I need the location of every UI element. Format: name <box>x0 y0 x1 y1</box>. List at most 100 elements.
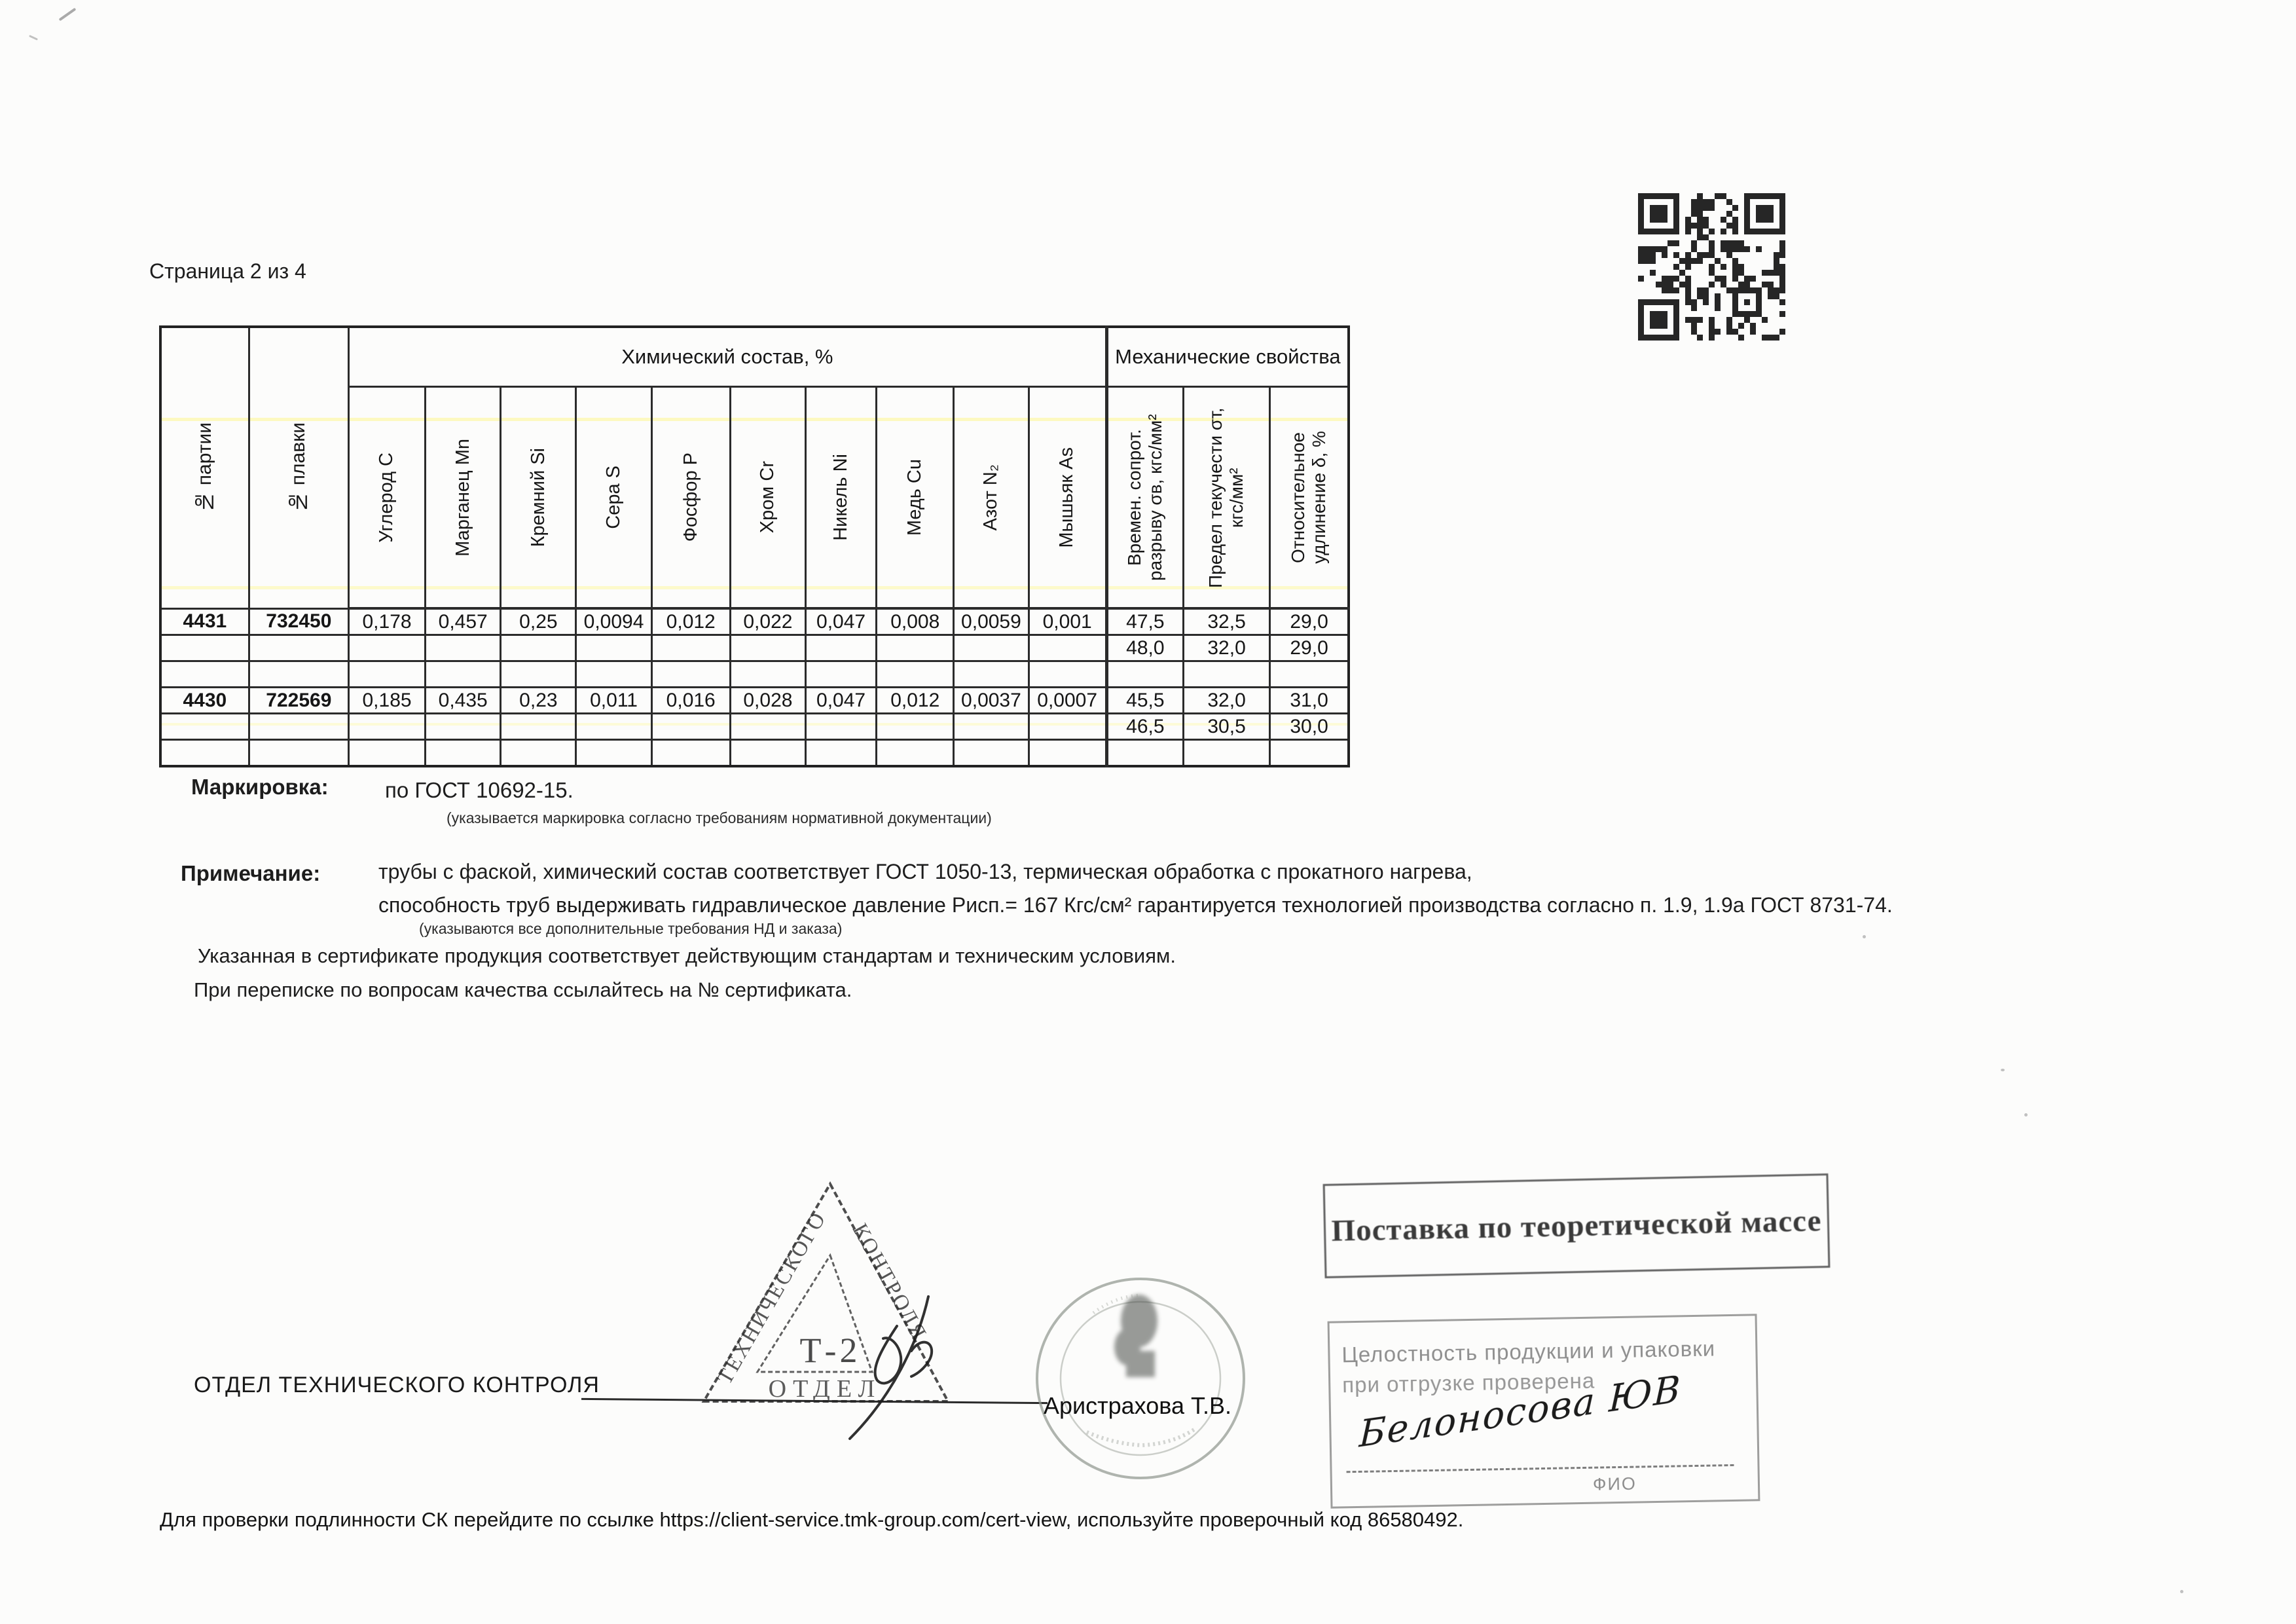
table-cell <box>953 712 1030 741</box>
otk-department-label: ОТДЕЛ ТЕХНИЧЕСКОГО КОНТРОЛЯ <box>194 1373 600 1397</box>
table-cell <box>804 739 878 767</box>
scan-speck <box>2001 1069 2005 1071</box>
table-cell: 0,457 <box>424 607 502 636</box>
table-cell: 48,0 <box>1104 634 1184 662</box>
table-cell <box>1182 660 1271 688</box>
chemical-mechanical-table: № партии № плавки Химический состав, % М… <box>159 325 1350 767</box>
table-cell: 0,008 <box>875 607 955 636</box>
table-cell: 32,0 <box>1182 634 1271 662</box>
table-cell <box>729 634 807 662</box>
table-cell: 29,0 <box>1269 607 1350 636</box>
group-header-mechanical: Механические свойства <box>1104 325 1350 388</box>
table-cell: 32,0 <box>1182 686 1271 714</box>
note-caption: (указываются все дополнительные требован… <box>419 920 843 937</box>
table-cell: 722569 <box>247 686 350 714</box>
table-row: 48,0 32,0 29,0 <box>159 634 1350 662</box>
table-cell <box>247 660 350 688</box>
col-header-carbon: Углерод С <box>347 386 427 610</box>
table-cell: 0,016 <box>650 686 731 714</box>
table-cell <box>650 660 731 688</box>
table-cell: 0,0037 <box>953 686 1030 714</box>
table-cell <box>729 739 807 767</box>
table-cell: 4431 <box>159 607 250 636</box>
table-cell <box>1027 712 1108 741</box>
table-cell <box>424 660 502 688</box>
table-cell <box>347 660 427 688</box>
table-cell <box>875 660 955 688</box>
table-cell <box>575 660 653 688</box>
table-cell <box>347 712 427 741</box>
col-header-nickel: Никель Ni <box>804 386 878 610</box>
table-cell: 46,5 <box>1104 712 1184 741</box>
col-header-silicon: Кремний Si <box>500 386 577 610</box>
table-cell <box>159 739 250 767</box>
table-cell <box>575 634 653 662</box>
statement-compliance: Указанная в сертификате продукция соотве… <box>198 944 1176 967</box>
note-label: Примечание: <box>181 861 321 885</box>
stamp-smudge <box>1114 1295 1157 1377</box>
scan-speck <box>1863 935 1866 938</box>
fio-label: ФИО <box>1592 1473 1637 1494</box>
group-header-chemical: Химический состав, % <box>347 325 1108 388</box>
table-row <box>159 739 1350 767</box>
table-cell: 0,011 <box>575 686 653 714</box>
note-text-line1: трубы с фаской, химический состав соотве… <box>378 860 1472 883</box>
marking-caption: (указывается маркировка согласно требова… <box>446 809 992 826</box>
stamp-bottom-text: ОТДЕЛ <box>769 1375 882 1403</box>
table-cell: 0,178 <box>347 607 427 636</box>
table-cell: 732450 <box>247 607 350 636</box>
table-cell <box>650 739 731 767</box>
inspector-name: Аристрахова Т.В. <box>1044 1392 1232 1419</box>
col-header-arsenic: Мышьяк As <box>1027 386 1108 610</box>
table-cell <box>247 712 350 741</box>
table-cell <box>424 712 502 741</box>
pencil-mark <box>29 35 38 41</box>
table-cell <box>575 712 653 741</box>
table-cell <box>500 712 577 741</box>
marking-value: по ГОСТ 10692-15. <box>385 778 574 802</box>
table-cell <box>159 634 250 662</box>
table-row: 4431 732450 0,178 0,457 0,25 0,0094 0,012 0,022… <box>159 607 1350 636</box>
table-cell: 0,25 <box>500 607 577 636</box>
table-cell <box>1269 660 1350 688</box>
scan-speck <box>2180 1590 2183 1593</box>
table-cell <box>500 739 577 767</box>
table-cell <box>424 739 502 767</box>
integrity-check-stamp: Целостность продукции и упаковки при отг… <box>1327 1314 1760 1509</box>
table-cell <box>1104 739 1184 767</box>
table-cell <box>347 739 427 767</box>
table-cell <box>159 712 250 741</box>
note-text-line2: способность труб выдерживать гидравличес… <box>378 893 1893 917</box>
scan-speck <box>2024 1113 2028 1116</box>
round-stamp <box>1036 1278 1245 1479</box>
table-cell <box>500 660 577 688</box>
table-cell: 0,012 <box>650 607 731 636</box>
col-header-nitrogen: Азот N₂ <box>953 386 1030 610</box>
table-cell <box>1027 634 1108 662</box>
table-cell <box>953 660 1030 688</box>
col-header-sulfur: Сера S <box>575 386 653 610</box>
table-cell <box>247 634 350 662</box>
table-cell: 0,0059 <box>953 607 1030 636</box>
col-header-elongation: Относительное удлинение δ, % <box>1269 386 1350 610</box>
table-cell <box>347 634 427 662</box>
triangle-qc-stamp: Т-2 ОТДЕЛ ТЕХНИЧЕСКОГО КОНТРОЛЯ <box>701 1181 951 1440</box>
qr-code-icon <box>1638 193 1785 341</box>
table-cell <box>1027 739 1108 767</box>
table-cell <box>875 634 955 662</box>
table-cell <box>1027 660 1108 688</box>
marking-label: Маркировка: <box>191 775 329 799</box>
table-cell: 30,0 <box>1269 712 1350 741</box>
table-cell: 0,001 <box>1027 607 1108 636</box>
col-header-copper: Медь Cu <box>875 386 955 610</box>
col-header-manganese: Марганец Mn <box>424 386 502 610</box>
signature-dashed-line <box>1346 1464 1734 1473</box>
table-cell: 0,0007 <box>1027 686 1108 714</box>
table-cell <box>729 712 807 741</box>
table-cell <box>424 634 502 662</box>
table-cell <box>804 712 878 741</box>
table-cell <box>500 634 577 662</box>
table-row <box>159 660 1350 688</box>
table-row: 46,5 30,5 30,0 <box>159 712 1350 741</box>
